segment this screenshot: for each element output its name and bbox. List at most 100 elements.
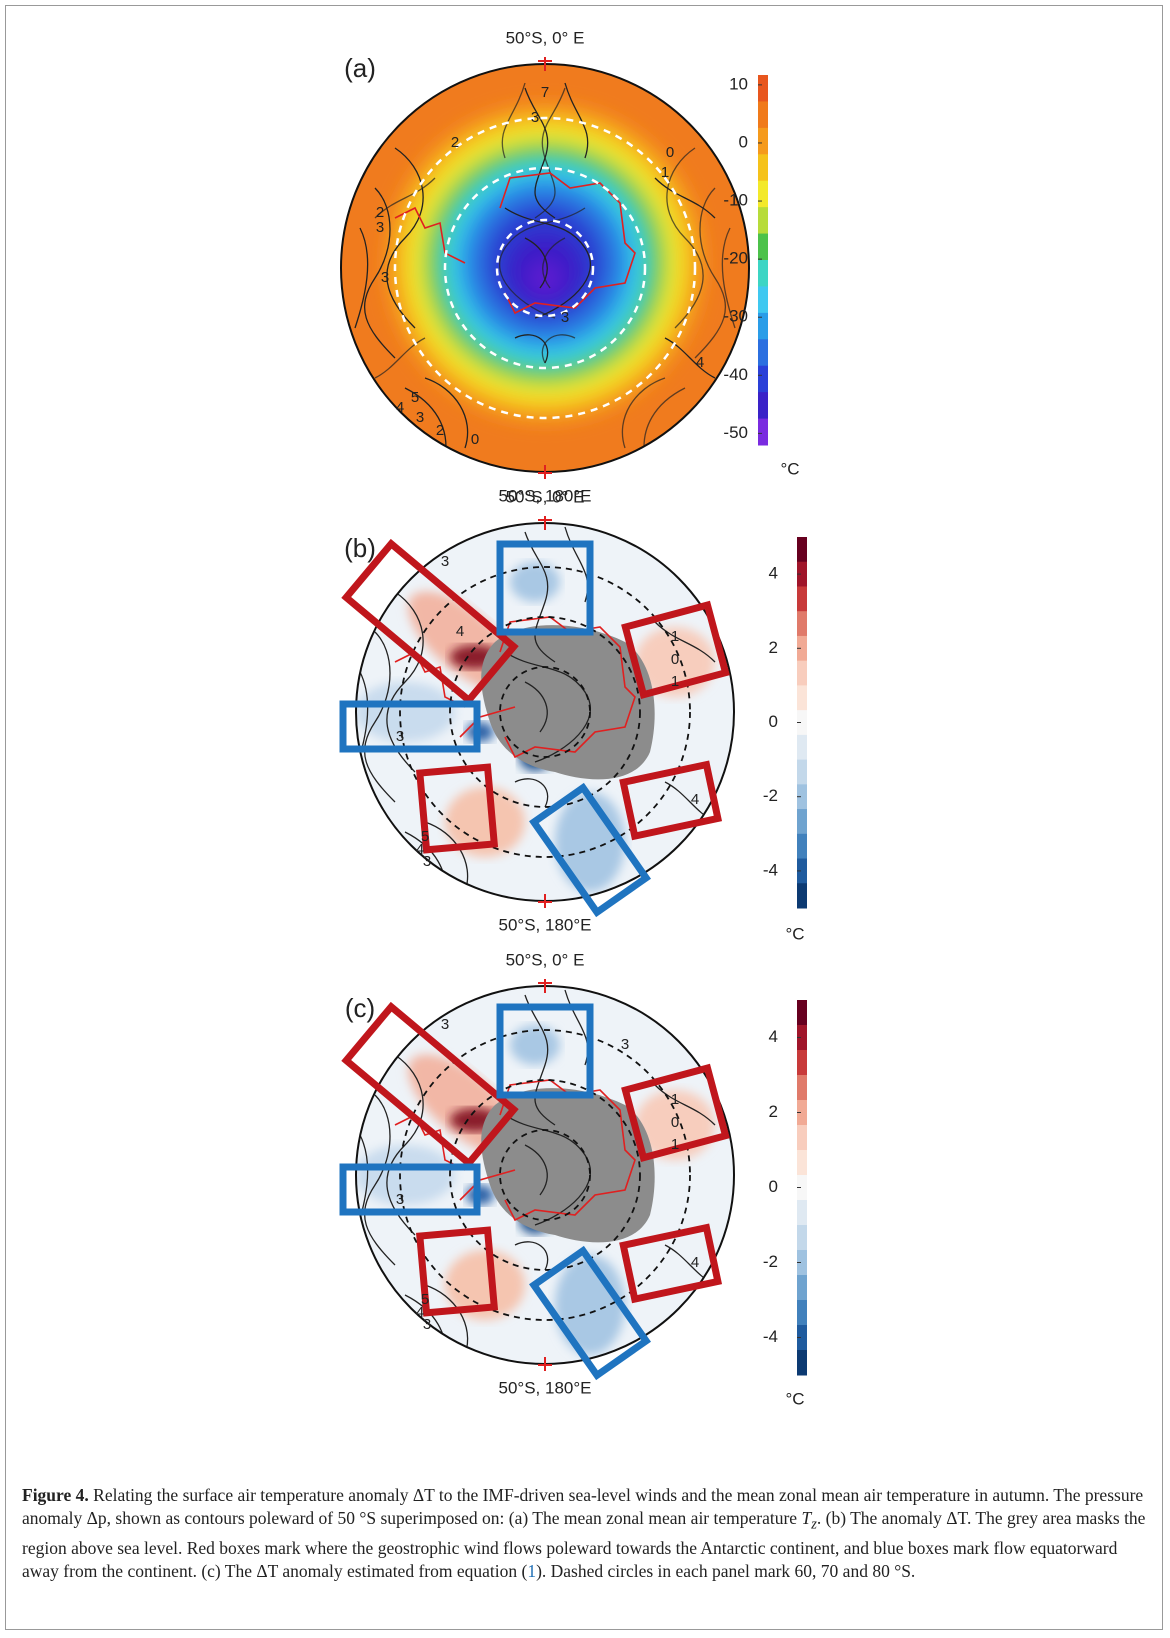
colorbar-step — [797, 1350, 807, 1376]
bottom-label: 50°S, 180°E — [499, 915, 592, 934]
contour-label: 3 — [396, 728, 404, 745]
colorbar-step — [758, 339, 768, 366]
colorbar-unit: °C — [785, 1389, 804, 1408]
contour-label: 3 — [561, 309, 569, 326]
page: (a)50°S, 0° E50°S, 180°E°C73201323454320… — [0, 0, 1170, 1638]
colorbar-step — [797, 661, 807, 686]
equation-ref[interactable]: 1 — [527, 1561, 536, 1581]
colorbar-tick-label: 0 — [739, 132, 748, 151]
colorbar-step — [758, 419, 768, 446]
contour-label: 1 — [671, 628, 679, 645]
colorbar-step — [797, 611, 807, 636]
colorbar-step — [758, 392, 768, 419]
contour-label: 4 — [691, 1254, 699, 1271]
caption-text: ). Dashed circles in each panel mark 60,… — [536, 1561, 915, 1581]
contour-label: 1 — [671, 673, 679, 690]
contour-label: 3 — [441, 1016, 449, 1033]
figure: (a)50°S, 0° E50°S, 180°E°C73201323454320… — [0, 0, 1170, 1480]
contour-label: 0 — [666, 144, 674, 161]
colorbar-step — [797, 883, 807, 908]
colorbar-step — [797, 1275, 807, 1301]
contour-label: 5 — [411, 389, 419, 406]
contour-label: 0 — [471, 431, 479, 448]
colorbar-tick-label: 2 — [769, 638, 778, 657]
contour-label: 3 — [423, 1316, 431, 1333]
colorbar-step — [758, 260, 768, 287]
contour-label: 0 — [671, 651, 679, 668]
colorbar-tick-label: 0 — [769, 1177, 778, 1196]
colorbar-step — [758, 181, 768, 208]
colorbar-tick-label: -4 — [763, 860, 778, 879]
contour-label: 3 — [423, 853, 431, 870]
colorbar-unit: °C — [780, 459, 799, 478]
panel-label: (a) — [344, 53, 376, 83]
contour-label: 3 — [376, 219, 384, 236]
colorbar-step — [797, 685, 807, 710]
colorbar-tick-label: -50 — [723, 423, 748, 442]
caption-symbol: T — [801, 1508, 811, 1528]
colorbar-step — [797, 1150, 807, 1176]
contour-label: 3 — [416, 409, 424, 426]
colorbar-step — [797, 1075, 807, 1101]
colorbar-unit: °C — [785, 924, 804, 943]
panel-label: (c) — [345, 993, 375, 1023]
colorbar-tick-label: -30 — [723, 307, 748, 326]
colorbar-step — [797, 1200, 807, 1226]
contour-label: 1 — [661, 164, 669, 181]
top-label: 50°S, 0° E — [506, 950, 585, 969]
contour-label: 2 — [376, 204, 384, 221]
colorbar-step — [758, 366, 768, 393]
contour-label: 3 — [621, 1036, 629, 1053]
colorbar-step — [797, 760, 807, 785]
colorbar-step — [797, 1000, 807, 1026]
colorbar-step — [797, 809, 807, 834]
colorbar-step — [797, 1300, 807, 1326]
top-label: 50°S, 0° E — [506, 28, 585, 47]
contour-label: 2 — [436, 422, 444, 439]
colorbar-tick-label: -10 — [723, 191, 748, 210]
bottom-label: 50°S, 180°E — [499, 1378, 592, 1397]
contour-label: 3 — [441, 553, 449, 570]
colorbar-step — [758, 234, 768, 261]
colorbar-tick-label: 2 — [769, 1102, 778, 1121]
colorbar-step — [797, 1050, 807, 1076]
caption: Figure 4. Relating the surface air tempe… — [22, 1484, 1147, 1583]
map-b — [343, 516, 734, 912]
colorbar-step — [797, 537, 807, 562]
colorbar-step — [758, 286, 768, 313]
colorbar-tick-label: -2 — [763, 1252, 778, 1271]
contour-label: 4 — [456, 623, 464, 640]
contour-label: 0 — [671, 1114, 679, 1131]
colorbar-tick-label: -40 — [723, 365, 748, 384]
contour-label: 2 — [451, 134, 459, 151]
map-c — [343, 979, 734, 1375]
colorbar-tick-label: -2 — [763, 786, 778, 805]
colorbar-tick-label: 4 — [769, 1027, 778, 1046]
colorbar-step — [758, 128, 768, 155]
panel-label: (b) — [344, 533, 376, 563]
colorbar-tick-label: 0 — [769, 712, 778, 731]
colorbar-tick-label: 10 — [729, 74, 748, 93]
contour-label: 4 — [696, 354, 704, 371]
top-label: 50°S, 0° E — [506, 487, 585, 506]
colorbar-tick-label: -4 — [763, 1327, 778, 1346]
contour-label: 3 — [396, 1191, 404, 1208]
contour-label: 1 — [671, 1136, 679, 1153]
colorbar-step — [797, 1225, 807, 1251]
colorbar-step — [758, 101, 768, 128]
colorbar-step — [797, 1125, 807, 1151]
colorbar-step — [758, 207, 768, 234]
contour-label: 4 — [691, 791, 699, 808]
colorbar-tick-label: 4 — [769, 564, 778, 583]
contour-label: 7 — [541, 84, 549, 101]
contour-label: 3 — [531, 109, 539, 126]
colorbar-step — [797, 834, 807, 859]
contour-label: 4 — [396, 399, 404, 416]
colorbar-step — [797, 586, 807, 611]
colorbar-step — [797, 735, 807, 760]
contour-label: 3 — [381, 269, 389, 286]
colorbar-step — [758, 154, 768, 181]
caption-label: Figure 4. — [22, 1485, 89, 1505]
contour-label: 1 — [671, 1091, 679, 1108]
colorbar-step — [758, 75, 768, 102]
